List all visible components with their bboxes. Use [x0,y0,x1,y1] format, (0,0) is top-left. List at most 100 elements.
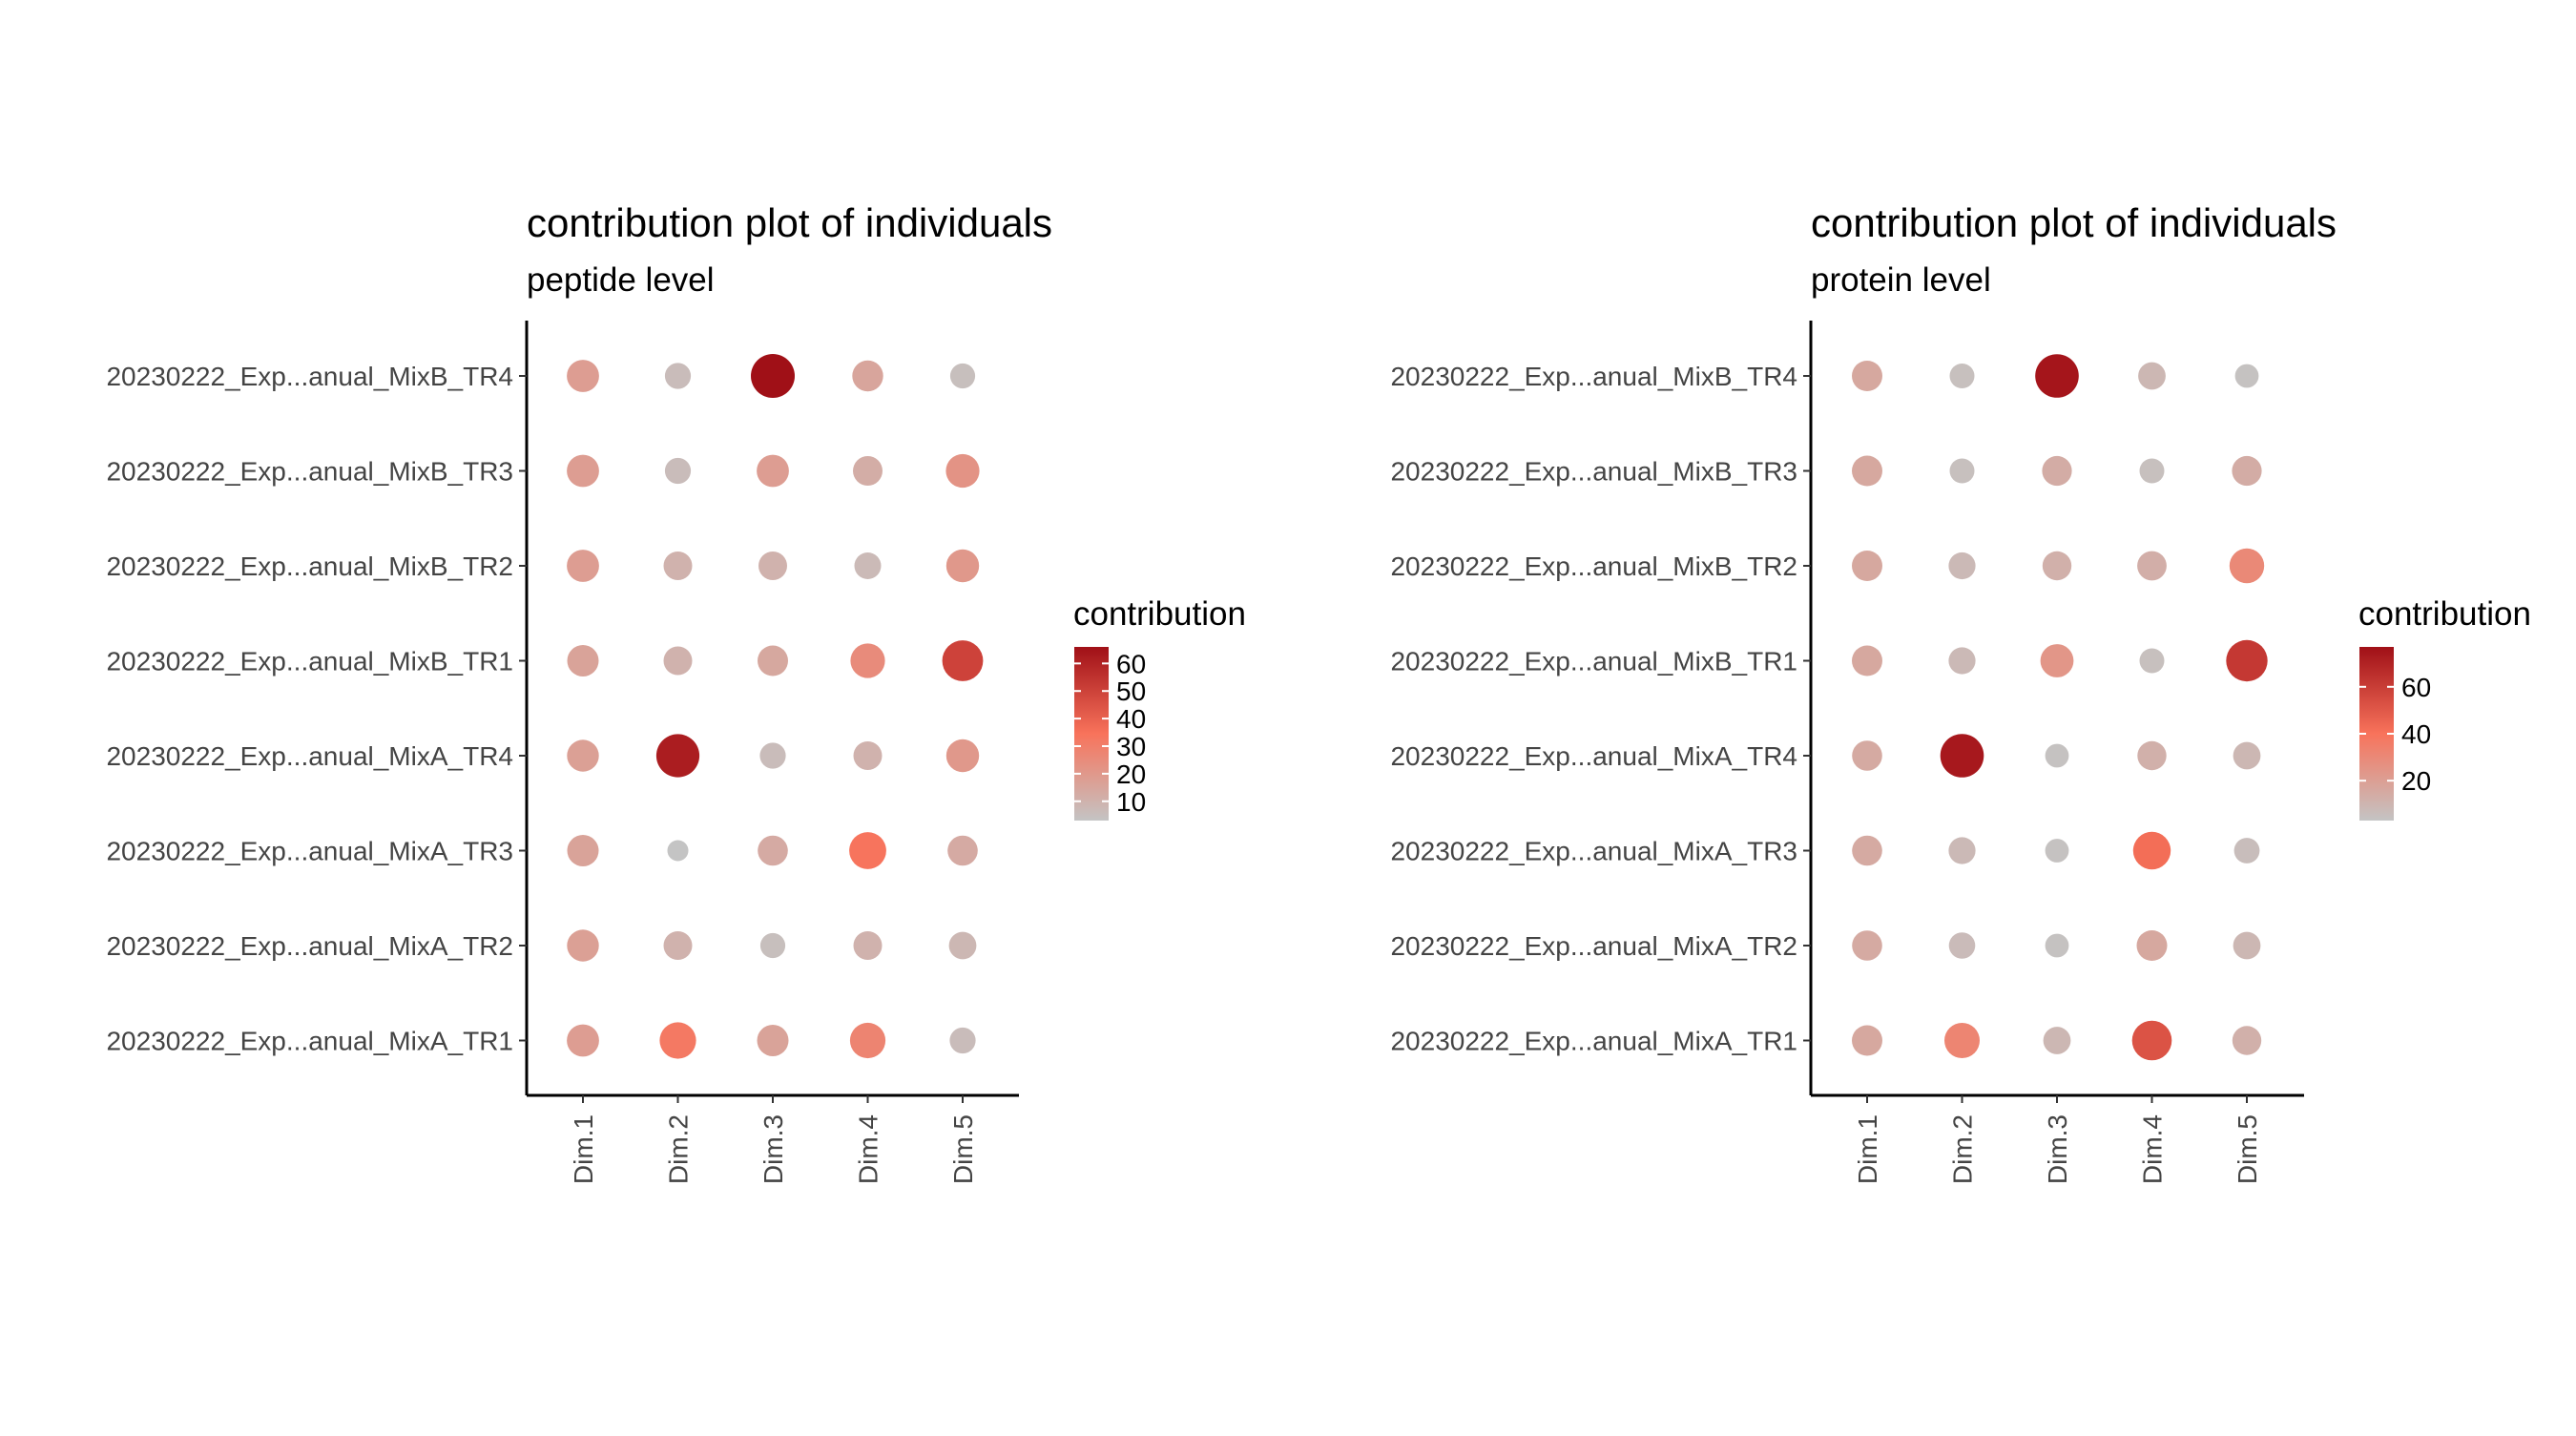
data-point [659,1022,696,1059]
legend-tick-label: 20 [2401,766,2431,796]
data-point [758,552,787,580]
data-point [2131,1020,2172,1061]
data-point [1852,645,1882,676]
data-point [2035,354,2079,398]
y-tick-label: 20230222_Exp...anual_MixA_TR4 [1390,741,1797,771]
data-point [663,931,693,960]
x-tick-label: Dim.4 [2138,1114,2168,1184]
x-tick-label: Dim.1 [1853,1114,1882,1184]
data-point [1944,1023,1980,1058]
data-point [2137,551,2167,581]
y-tick-label: 20230222_Exp...anual_MixB_TR1 [106,647,513,676]
data-point [853,931,883,960]
data-point [2045,743,2069,768]
data-point [2232,1026,2262,1055]
data-point [853,741,883,770]
data-point [664,457,692,485]
data-point [567,835,599,866]
y-tick-label: 20230222_Exp...anual_MixB_TR3 [106,457,513,487]
y-tick-label: 20230222_Exp...anual_MixA_TR1 [106,1027,513,1056]
data-point [663,646,693,676]
x-tick-label: Dim.3 [758,1114,788,1184]
chart-subtitle: protein level [1811,261,1991,299]
y-tick-label: 20230222_Exp...anual_MixB_TR4 [106,362,513,391]
chart-subtitle: peptide level [527,261,715,299]
y-tick-label: 20230222_Exp...anual_MixB_TR3 [1390,457,1797,487]
data-point [945,453,980,489]
protein-panel: contribution plot of individuals protein… [1390,200,2530,1184]
data-point [1852,835,1882,866]
data-point [759,742,786,769]
data-point [2234,364,2259,388]
y-tick-label: 20230222_Exp...anual_MixA_TR4 [106,741,513,771]
legend-tick-label: 40 [2401,719,2431,749]
legend-tick-label: 30 [1116,732,1146,761]
data-point [1852,1025,1882,1056]
data-point [1852,930,1882,961]
legend-colorbar [1074,647,1109,821]
data-point [759,932,786,959]
data-point [567,645,599,676]
data-point [567,360,599,392]
x-tick-label: Dim.2 [664,1114,694,1184]
data-point [853,456,883,486]
y-tick-label: 20230222_Exp...anual_MixB_TR1 [1390,647,1797,676]
data-point [854,552,882,579]
data-point [1852,361,1882,391]
data-point [1948,647,1976,675]
x-tick-label: Dim.4 [854,1114,883,1184]
data-point [852,360,883,392]
y-tick-label: 20230222_Exp...anual_MixA_TR2 [1390,931,1797,961]
data-point [2045,933,2069,958]
data-point [2138,362,2166,390]
y-tick-label: 20230222_Exp...anual_MixA_TR1 [1390,1027,1797,1056]
data-point [567,929,599,962]
data-point [1852,551,1882,581]
data-point [751,354,795,398]
chart-title: contribution plot of individuals [527,200,1052,245]
data-point [2233,931,2261,960]
legend-tick-label: 60 [2401,673,2431,702]
data-point [758,835,788,866]
data-point [1948,932,1976,959]
legend-tick-label: 60 [1116,649,1146,678]
data-point [849,832,886,869]
data-point [2043,1027,2071,1054]
data-point [2139,458,2165,484]
x-tick-label: Dim.1 [569,1114,598,1184]
legend-tick-label: 40 [1116,704,1146,734]
data-point [2136,930,2168,961]
data-point [2233,741,2261,770]
data-point [2226,639,2268,682]
legend-tick-label: 50 [1116,676,1146,706]
y-tick-label: 20230222_Exp...anual_MixB_TR2 [106,552,513,581]
data-point [949,363,976,389]
data-point [850,643,885,678]
data-point [2042,551,2072,581]
data-point [947,835,978,866]
data-point [2233,838,2260,864]
data-point [1940,734,1984,778]
x-tick-label: Dim.2 [1948,1114,1978,1184]
data-point [567,1024,599,1057]
data-point [2139,648,2165,674]
y-tick-label: 20230222_Exp...anual_MixB_TR4 [1390,362,1797,391]
legend-tick-label: 20 [1116,760,1146,789]
data-point [2042,455,2072,487]
data-point [567,739,599,772]
y-tick-label: 20230222_Exp...anual_MixA_TR3 [106,837,513,866]
peptide-panel: contribution plot of individuals peptide… [106,200,1245,1184]
data-point [655,734,700,778]
data-point [849,1022,886,1059]
legend-title: contribution [1073,595,1246,633]
data-point [758,645,788,676]
data-point [945,549,980,583]
data-point [945,739,980,773]
x-tick-label: Dim.3 [2043,1114,2072,1184]
data-point [663,552,693,580]
x-tick-label: Dim.5 [948,1114,978,1184]
data-point [942,640,984,681]
data-point [2045,839,2069,863]
data-point [664,363,692,389]
